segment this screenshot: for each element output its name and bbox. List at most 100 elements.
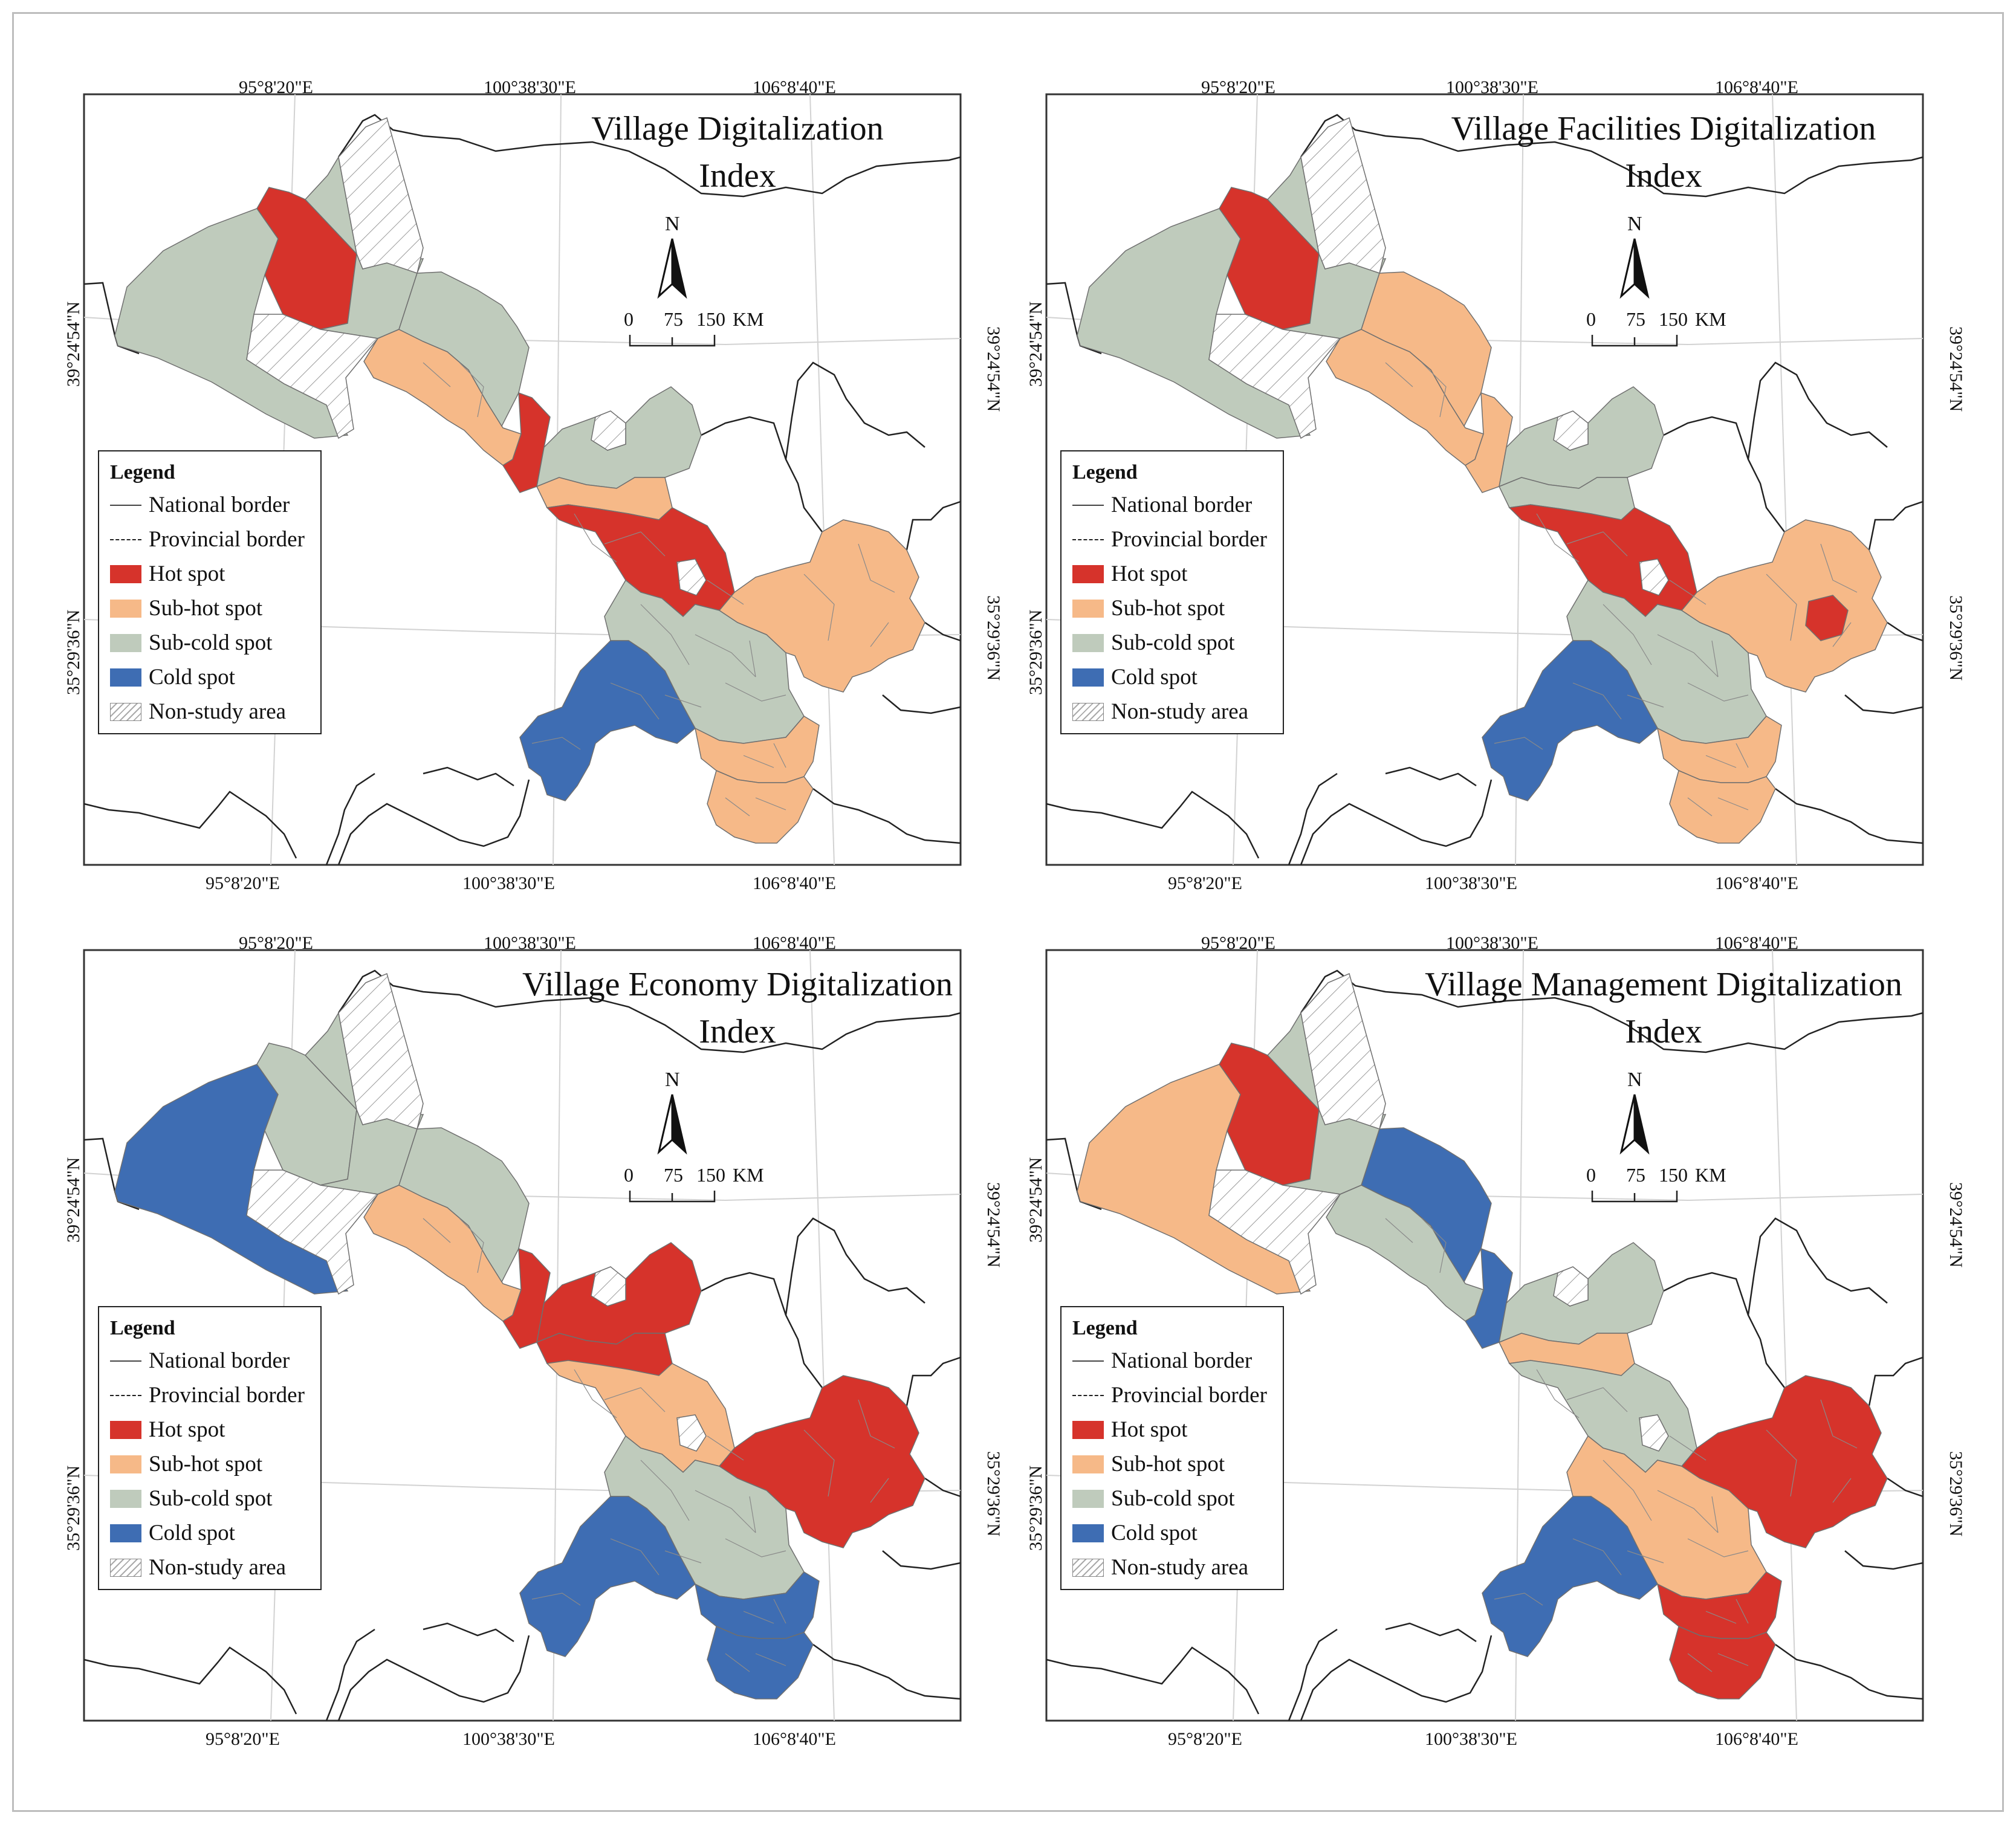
county-line <box>803 1429 835 1497</box>
legend-item-label: Non-study area <box>149 699 287 724</box>
county-line <box>1736 1599 1749 1624</box>
county-line <box>1687 797 1713 817</box>
region-nonstudy4 <box>676 558 707 596</box>
top-coord-label: 100°38'30"E <box>1446 933 1538 953</box>
legend-item: Provincial border <box>1072 1378 1272 1412</box>
border-line <box>423 1622 514 1643</box>
border-line <box>1775 787 1924 844</box>
county-line <box>707 580 744 605</box>
county-line <box>1711 640 1719 678</box>
map-canvas <box>83 949 962 1722</box>
bottom-coord-label: 100°38'30"E <box>1425 873 1517 893</box>
county-line <box>725 1653 750 1672</box>
map-title-line1: Village Management Digitalization <box>1425 966 1902 1003</box>
study-regions <box>114 117 925 844</box>
border-line <box>1300 114 1924 198</box>
legend-color-swatch <box>110 1489 141 1508</box>
legend-item: Hot spot <box>1072 1412 1272 1447</box>
scale-ticks <box>1591 1191 1678 1203</box>
legend-item-label: Sub-cold spot <box>149 630 273 655</box>
legend-item: Sub-hot spot <box>110 591 310 626</box>
county-line <box>1627 694 1664 708</box>
bottom-coord-label: 95°8'20"E <box>206 873 280 893</box>
county-line <box>1820 543 1858 593</box>
bottom-coord-label: 100°38'30"E <box>462 1729 555 1749</box>
county-line <box>459 1218 484 1273</box>
border-line <box>1300 969 1924 1053</box>
map-title-line1: Village Economy Digitalization <box>522 966 953 1003</box>
county-line <box>531 737 581 750</box>
county-line <box>695 1490 756 1533</box>
north-letter: N <box>665 213 680 235</box>
region-corridor-mid <box>1361 1127 1492 1283</box>
legend-item-label: Sub-hot spot <box>149 1452 263 1476</box>
county-line <box>1603 1460 1652 1521</box>
graticule-line <box>1772 94 1797 865</box>
legend-hatch-swatch <box>1072 1558 1104 1577</box>
top-coord-label: 95°8'20"E <box>1201 933 1275 953</box>
border-line <box>1663 1272 1785 1388</box>
county-line <box>755 797 786 810</box>
legend-item: Sub-cold spot <box>1072 626 1272 660</box>
legend-item-label: National border <box>1111 1348 1253 1373</box>
county-line <box>1385 1218 1413 1243</box>
county-line <box>640 604 690 665</box>
bottom-coord-label: 95°8'20"E <box>1168 1729 1242 1749</box>
north-letter: N <box>1627 213 1642 235</box>
county-lines <box>423 1218 895 1672</box>
border-line <box>1300 779 1493 865</box>
outside-borders <box>83 114 961 865</box>
legend-item-label: Provincial border <box>1111 527 1267 552</box>
map-frame <box>1045 93 1924 866</box>
county-line <box>1736 743 1749 768</box>
bottom-coord-label: 106°8'40"E <box>753 873 836 893</box>
legend-item-label: Provincial border <box>149 527 305 552</box>
scale-unit: KM <box>733 1164 764 1186</box>
county-line <box>707 1435 744 1461</box>
border-line <box>701 416 823 532</box>
scale-label: 150 <box>696 1164 725 1186</box>
region-longnan <box>1669 1625 1776 1699</box>
region-longnan <box>707 1625 814 1699</box>
legend-item: Sub-cold spot <box>110 626 310 660</box>
county-line <box>1717 797 1749 810</box>
region-nonstudy4 <box>1639 1414 1669 1452</box>
border-line <box>1887 1477 1924 1498</box>
map-title-line2: Index <box>1625 157 1702 195</box>
region-gannan <box>519 1496 696 1657</box>
region-gannan <box>1482 640 1658 801</box>
scale-bar: 0 75 150 KM <box>1586 308 1760 357</box>
county-line <box>604 531 666 557</box>
scale-label: 0 <box>1586 308 1596 330</box>
county-line <box>870 1478 889 1503</box>
region-wuwei <box>502 392 551 493</box>
legend-item: Sub-cold spot <box>110 1481 310 1516</box>
region-nonstudy3 <box>1553 1266 1589 1307</box>
legend-color-swatch <box>1072 668 1104 687</box>
border-line <box>1775 1643 1924 1700</box>
legend-color-swatch <box>1072 1455 1104 1473</box>
region-pingliang <box>1681 519 1888 693</box>
legend-item: Sub-hot spot <box>110 1447 310 1481</box>
county-line <box>1687 1653 1713 1672</box>
scale-label: 150 <box>1659 1164 1688 1186</box>
border-line <box>337 1635 530 1721</box>
county-line <box>749 1496 756 1533</box>
region-nonstudy3 <box>1553 410 1589 451</box>
legend-item: Non-study area <box>1072 694 1272 729</box>
region-longnan <box>1669 769 1776 844</box>
county-line <box>870 622 889 647</box>
county-line <box>1687 682 1749 702</box>
county-line <box>1832 1478 1852 1503</box>
county-line <box>1494 737 1543 750</box>
border-line <box>1300 1635 1493 1721</box>
county-line <box>1572 682 1622 720</box>
county-line <box>1766 574 1797 641</box>
map-frame <box>83 949 962 1722</box>
county-line <box>803 574 835 641</box>
county-line <box>531 1593 581 1606</box>
county-lines <box>1385 1218 1858 1672</box>
county-line <box>725 682 786 702</box>
county-line <box>743 755 774 768</box>
bottom-coord-label: 106°8'40"E <box>1715 873 1798 893</box>
